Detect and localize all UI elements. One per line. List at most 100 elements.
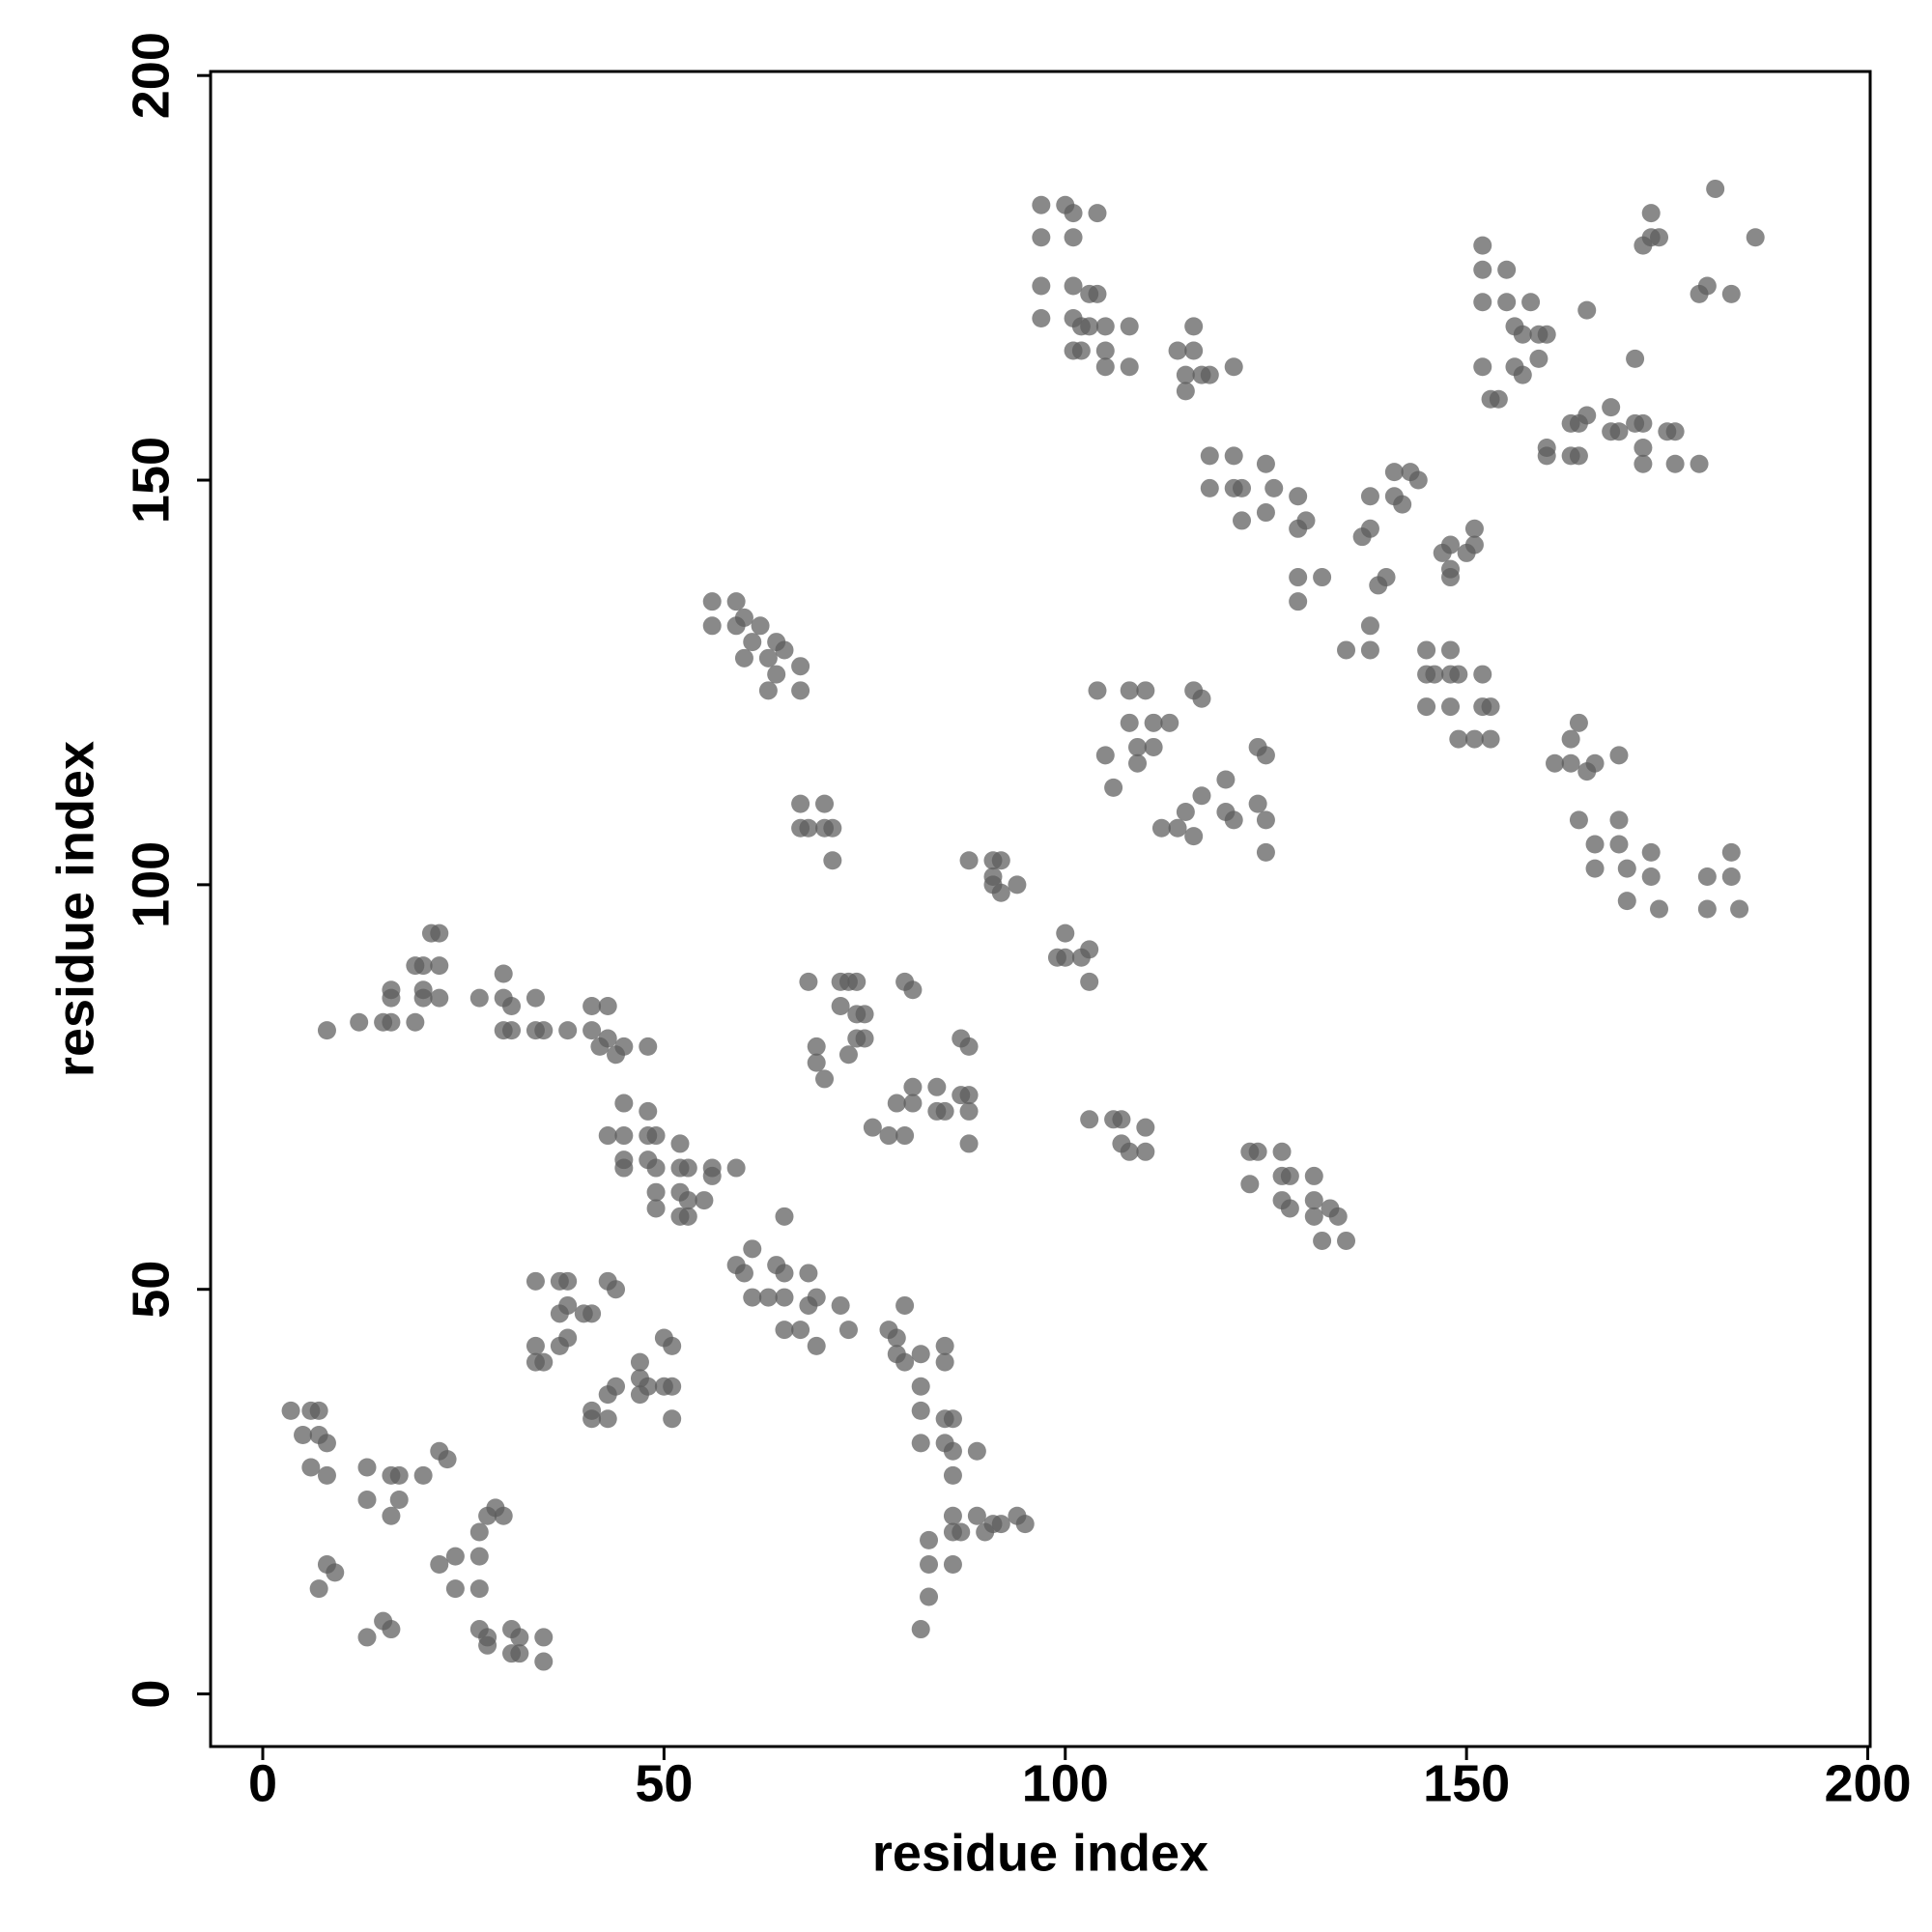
contact-point	[413, 1465, 433, 1485]
contact-point	[1064, 276, 1083, 296]
contact-point	[1641, 867, 1661, 886]
contact-point	[534, 1652, 554, 1671]
contact-point	[639, 1377, 658, 1396]
contact-point	[438, 1450, 457, 1469]
contact-point	[1449, 729, 1468, 749]
contact-point	[1473, 293, 1492, 312]
contact-point	[1088, 681, 1107, 700]
contact-point	[751, 616, 770, 636]
contact-point	[1417, 640, 1436, 660]
contact-point	[1529, 349, 1548, 368]
contact-point	[758, 1288, 778, 1307]
contact-point	[382, 1506, 401, 1525]
contact-point	[1360, 640, 1379, 660]
contact-point	[991, 1515, 1010, 1534]
contact-point	[1609, 835, 1629, 854]
contact-point	[1537, 325, 1556, 344]
contact-point	[1650, 899, 1669, 919]
contact-point	[430, 923, 449, 943]
contact-point	[743, 1239, 762, 1259]
contact-point	[1160, 713, 1179, 732]
contact-point	[952, 1522, 971, 1542]
x-tick-label: 150	[1423, 1754, 1510, 1812]
contact-point	[1184, 827, 1204, 846]
contact-point	[1168, 818, 1187, 838]
contact-point	[1144, 713, 1163, 732]
contact-point	[967, 1441, 986, 1461]
contact-point	[1617, 892, 1636, 911]
contact-point	[1104, 778, 1123, 797]
contact-point	[1408, 470, 1428, 490]
contact-point	[1609, 810, 1629, 830]
contact-point	[1176, 365, 1195, 384]
contact-point	[1095, 746, 1115, 765]
contact-point	[799, 1264, 818, 1283]
contact-point	[775, 1321, 794, 1340]
contact-point	[775, 640, 794, 660]
contact-point	[758, 648, 778, 668]
contact-point	[1224, 357, 1243, 377]
contact-point	[389, 1491, 409, 1510]
contact-point	[1746, 228, 1765, 247]
contact-point	[1641, 842, 1661, 862]
contact-point	[1585, 753, 1605, 773]
contact-point	[1136, 681, 1155, 700]
contact-point	[1449, 665, 1468, 684]
contact-point	[1184, 341, 1204, 360]
contact-point	[1513, 325, 1532, 344]
contact-point	[1441, 640, 1461, 660]
contact-point	[1602, 398, 1621, 417]
contact-point	[1224, 810, 1243, 830]
contact-point	[1313, 1231, 1332, 1250]
contact-point	[935, 1352, 954, 1372]
y-tick-label: 100	[122, 841, 180, 928]
contact-point	[1032, 308, 1051, 327]
contact-point	[1721, 842, 1741, 862]
contact-point	[494, 1506, 513, 1525]
contact-point	[935, 1101, 954, 1121]
contact-point	[1634, 439, 1653, 458]
contact-point	[807, 1037, 826, 1056]
contact-point	[607, 1280, 626, 1299]
contact-point	[678, 1191, 697, 1210]
contact-point	[1256, 503, 1275, 523]
contact-point	[911, 1620, 930, 1639]
contact-point	[1128, 753, 1148, 773]
contact-point	[959, 1086, 979, 1105]
contact-point	[1617, 859, 1636, 878]
contact-point	[281, 1401, 300, 1420]
contact-point	[743, 1288, 762, 1307]
contact-point	[1585, 835, 1605, 854]
contact-point	[1441, 697, 1461, 717]
contact-point	[478, 1635, 497, 1655]
contact-point	[1690, 454, 1709, 473]
contact-point	[558, 1271, 578, 1291]
contact-point	[317, 1021, 336, 1040]
contact-point	[943, 1555, 962, 1575]
contact-point	[1393, 495, 1412, 514]
contact-point	[582, 1304, 602, 1323]
contact-point	[598, 997, 617, 1016]
contact-point	[1360, 616, 1379, 636]
contact-point	[726, 592, 746, 611]
contact-point	[1561, 753, 1580, 773]
contact-point	[920, 1555, 939, 1575]
contact-point	[1151, 818, 1171, 838]
contact-point	[895, 1295, 915, 1315]
contact-point	[1289, 592, 1308, 611]
contact-point	[1497, 293, 1517, 312]
contact-point	[702, 1166, 722, 1185]
contact-point	[630, 1352, 649, 1372]
contact-point	[614, 1158, 634, 1178]
contact-point	[838, 1045, 858, 1065]
contact-point	[775, 1264, 794, 1283]
contact-point	[1417, 697, 1436, 717]
contact-point	[526, 1271, 545, 1291]
contact-point	[1546, 753, 1565, 773]
contact-point	[959, 1134, 979, 1153]
contact-point	[1473, 665, 1492, 684]
contact-point	[1489, 389, 1508, 409]
contact-point	[1569, 810, 1588, 830]
contact-point	[646, 1182, 666, 1202]
contact-point	[534, 1021, 554, 1040]
